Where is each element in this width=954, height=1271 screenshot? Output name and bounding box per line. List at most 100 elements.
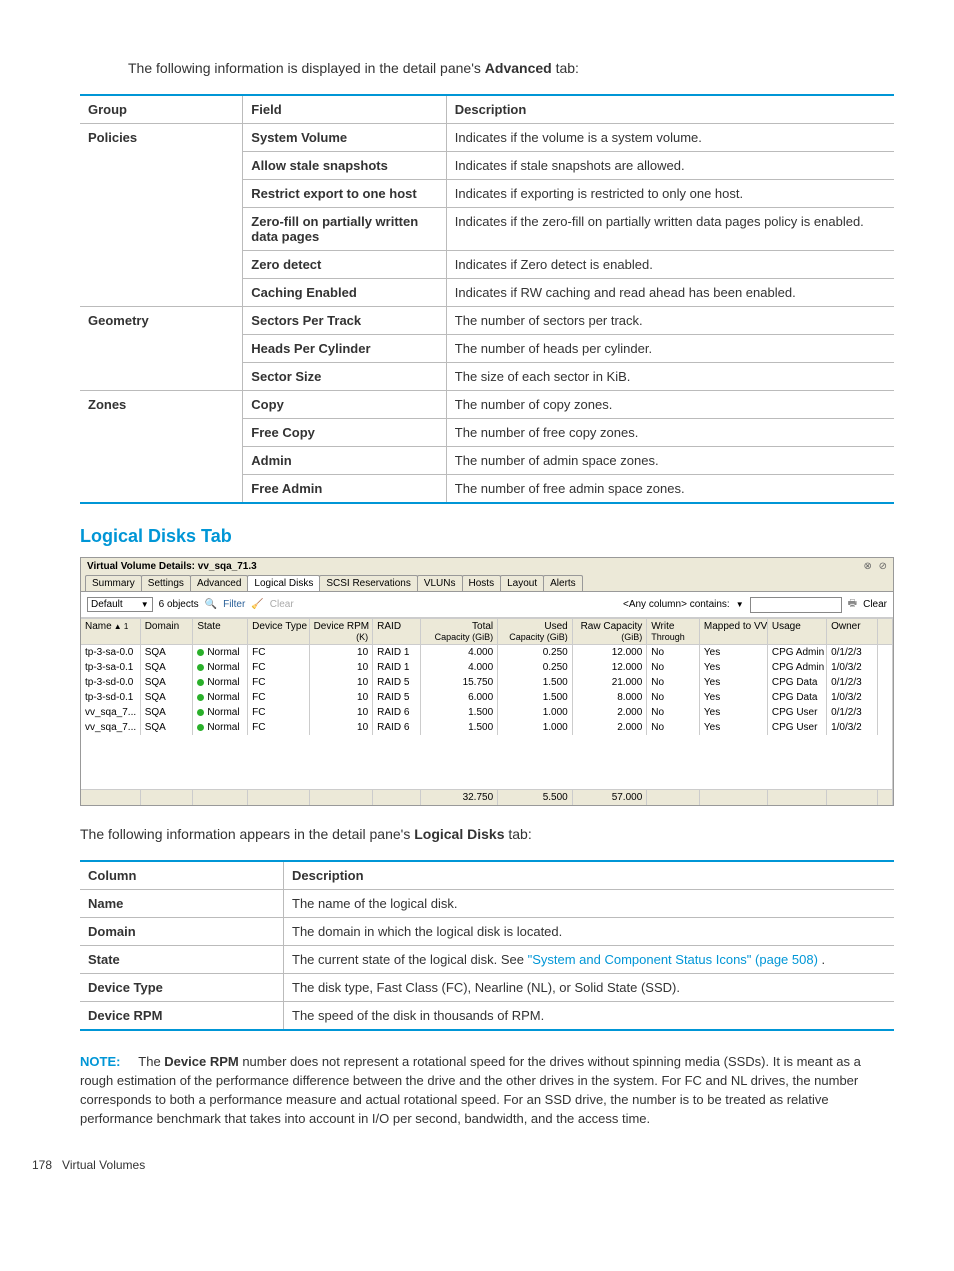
grid-cell: 6.000	[421, 690, 498, 705]
state-icon	[197, 679, 204, 686]
cell-description: The number of free admin space zones.	[446, 475, 894, 504]
cell-description: The speed of the disk in thousands of RP…	[284, 1002, 895, 1031]
grid-cell	[877, 645, 892, 661]
grid-totals-row: 32.750 5.500 57.000	[81, 790, 893, 806]
grid-header-state[interactable]: State	[193, 619, 248, 645]
cell-field: Copy	[243, 391, 447, 419]
cell-description: The name of the logical disk.	[284, 890, 895, 918]
collapse-icon[interactable]: ⊗	[863, 561, 871, 572]
grid-header-name[interactable]: Name▲ 1	[81, 619, 140, 645]
cell-description: Indicates if Zero detect is enabled.	[446, 251, 894, 279]
tab-hosts[interactable]: Hosts	[462, 575, 502, 591]
cell-field: Zero detect	[243, 251, 447, 279]
window-title: Virtual Volume Details: vv_sqa_71.3	[87, 561, 257, 572]
totals-total: 32.750	[421, 790, 498, 806]
grid-toolbar: Default▼ 6 objects 🔍 Filter 🧹 Clear <Any…	[81, 592, 893, 618]
grid-header-usage[interactable]: Usage	[767, 619, 826, 645]
grid-header-spacer[interactable]	[877, 619, 892, 645]
clear-filter-label: Clear	[270, 599, 294, 610]
logical-disks-grid: Name▲ 1DomainStateDevice TypeDevice RPM(…	[81, 618, 893, 805]
grid-cell: Normal	[193, 660, 248, 675]
grid-cell: No	[647, 645, 700, 661]
grid-cell: Yes	[699, 645, 767, 661]
grid-cell: 4.000	[421, 660, 498, 675]
grid-row[interactable]: vv_sqa_7...SQANormalFC10RAID 61.5001.000…	[81, 705, 893, 720]
intro2-c: tab:	[504, 826, 531, 842]
cell-column: State	[80, 946, 284, 974]
page-number: 178	[32, 1158, 52, 1172]
grid-header-device-rpm[interactable]: Device RPM(K)	[309, 619, 373, 645]
grid-cell: RAID 6	[373, 720, 421, 735]
tab-scsi-reservations[interactable]: SCSI Reservations	[319, 575, 417, 591]
grid-row[interactable]: tp-3-sa-0.1SQANormalFC10RAID 14.0000.250…	[81, 660, 893, 675]
grid-cell: 0.250	[498, 645, 573, 661]
cell-field: Free Copy	[243, 419, 447, 447]
grid-cell: 0/1/2/3	[827, 705, 877, 720]
grid-cell: 0/1/2/3	[827, 645, 877, 661]
table-row: GeometrySectors Per TrackThe number of s…	[80, 307, 894, 335]
print-icon[interactable]: 🖶	[848, 596, 857, 613]
cell-description: The number of copy zones.	[446, 391, 894, 419]
grid-header-raw-capacity[interactable]: Raw Capacity(GiB)	[572, 619, 647, 645]
filter-icon[interactable]: 🔍	[205, 599, 217, 610]
tab-settings[interactable]: Settings	[141, 575, 191, 591]
table-row: Device RPMThe speed of the disk in thous…	[80, 1002, 894, 1031]
filter-input[interactable]	[750, 597, 842, 613]
filter-link[interactable]: Filter	[223, 599, 245, 610]
grid-row[interactable]: tp-3-sd-0.0SQANormalFC10RAID 515.7501.50…	[81, 675, 893, 690]
grid-header-domain[interactable]: Domain	[140, 619, 193, 645]
grid-cell: 8.000	[572, 690, 647, 705]
state-icon	[197, 709, 204, 716]
grid-cell	[877, 660, 892, 675]
grid-cell: 2.000	[572, 705, 647, 720]
table-row: PoliciesSystem VolumeIndicates if the vo…	[80, 124, 894, 152]
table-header-row: Group Field Description	[80, 95, 894, 124]
grid-header-owner[interactable]: Owner	[827, 619, 877, 645]
grid-row[interactable]: vv_sqa_7...SQANormalFC10RAID 61.5001.000…	[81, 720, 893, 735]
intro1-a: The following information is displayed i…	[128, 60, 485, 76]
cell-description: The size of each sector in KiB.	[446, 363, 894, 391]
cell-group: Geometry	[80, 307, 243, 391]
table-header-row: Column Description	[80, 861, 894, 890]
grid-cell: Normal	[193, 645, 248, 661]
grid-cell: CPG Data	[767, 690, 826, 705]
cell-field: Zero-fill on partially written data page…	[243, 208, 447, 251]
grid-row[interactable]: tp-3-sd-0.1SQANormalFC10RAID 56.0001.500…	[81, 690, 893, 705]
tab-layout[interactable]: Layout	[500, 575, 544, 591]
cell-description: Indicates if the zero-fill on partially …	[446, 208, 894, 251]
grid-cell: 15.750	[421, 675, 498, 690]
grid-cell: No	[647, 720, 700, 735]
tab-vluns[interactable]: VLUNs	[417, 575, 463, 591]
tab-summary[interactable]: Summary	[85, 575, 142, 591]
expand-icon[interactable]: ⊘	[879, 561, 887, 572]
grid-cell: Normal	[193, 690, 248, 705]
grid-header-raid[interactable]: RAID	[373, 619, 421, 645]
status-icons-link[interactable]: "System and Component Status Icons" (pag…	[528, 952, 818, 967]
tab-logical-disks[interactable]: Logical Disks	[247, 575, 320, 591]
grid-header-device-type[interactable]: Device Type	[248, 619, 309, 645]
grid-cell: tp-3-sa-0.1	[81, 660, 140, 675]
grid-cell	[877, 690, 892, 705]
grid-header-total[interactable]: TotalCapacity (GiB)	[421, 619, 498, 645]
view-select[interactable]: Default▼	[87, 597, 153, 612]
tab-alerts[interactable]: Alerts	[543, 575, 583, 591]
grid-cell	[877, 705, 892, 720]
grid-cell: Normal	[193, 675, 248, 690]
grid-cell: RAID 1	[373, 660, 421, 675]
cell-description: Indicates if stale snapshots are allowed…	[446, 152, 894, 180]
grid-cell: 1.500	[498, 675, 573, 690]
grid-cell: 1/0/3/2	[827, 720, 877, 735]
table-row: StateThe current state of the logical di…	[80, 946, 894, 974]
grid-cell: Yes	[699, 705, 767, 720]
grid-cell: SQA	[140, 660, 193, 675]
clear-button[interactable]: Clear	[863, 599, 887, 610]
tab-advanced[interactable]: Advanced	[190, 575, 248, 591]
device-rpm-note: NOTE: The Device RPM number does not rep…	[80, 1053, 894, 1128]
grid-header-write[interactable]: WriteThrough	[647, 619, 700, 645]
grid-cell: Normal	[193, 720, 248, 735]
grid-cell: Yes	[699, 660, 767, 675]
grid-row[interactable]: tp-3-sa-0.0SQANormalFC10RAID 14.0000.250…	[81, 645, 893, 661]
grid-header-mapped-to-vv[interactable]: Mapped to VV	[699, 619, 767, 645]
grid-header-used[interactable]: UsedCapacity (GiB)	[498, 619, 573, 645]
grid-cell: 10	[309, 645, 373, 661]
